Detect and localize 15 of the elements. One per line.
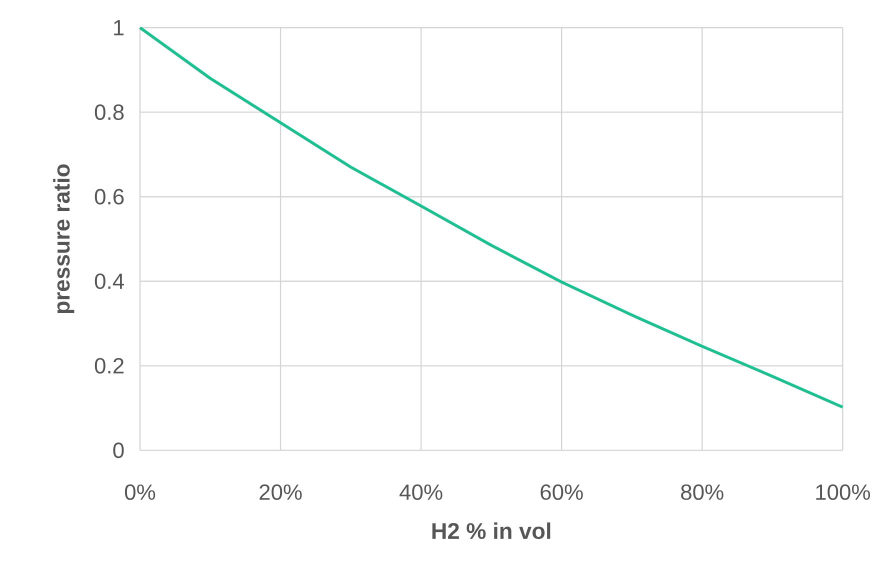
x-tick-label: 100% [816,484,870,500]
x-tick-label: 0% [124,484,156,500]
y-tick-label: 1 [114,20,124,36]
y-tick-label: 0 [113,442,124,458]
x-tick-label: 40% [400,484,442,500]
y-tick-label: 0.8 [94,104,124,120]
line-series [138,26,844,409]
y-axis-title: pressure ratio [53,164,74,314]
x-axis-title: H2 % in vol [432,522,550,540]
x-tick-label: 60% [540,484,583,500]
y-tick-label: 0.2 [94,358,124,374]
x-tick-label: 20% [260,484,302,500]
y-tick-label: 0.6 [94,188,124,205]
y-tick-label: 0.4 [94,273,124,290]
x-tick-label: 80% [681,484,724,500]
